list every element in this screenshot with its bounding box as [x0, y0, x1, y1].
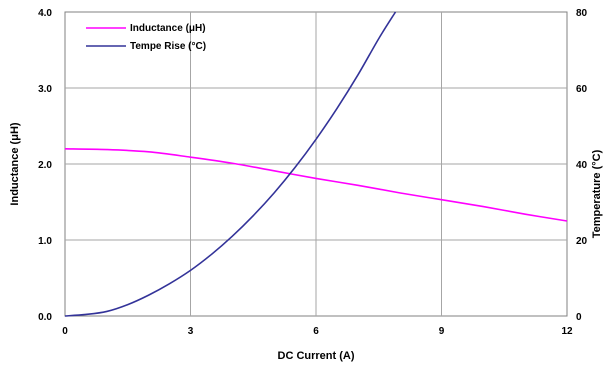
ticks: 0 3 6 9 12 0.0 1.0 2.0 3.0 4.0 0 20 40 60 80	[38, 8, 587, 337]
y-left-tick-label: 0.0	[38, 312, 52, 323]
series-line-inductance	[64, 148, 568, 222]
grid	[65, 12, 567, 316]
y-right-tick-label: 0	[576, 312, 582, 323]
x-tick-label: 0	[62, 326, 68, 337]
legend: Inductance (μH) Tempe Rise (°C)	[86, 23, 206, 52]
x-tick-label: 6	[313, 326, 319, 337]
y-right-tick-label: 20	[576, 236, 588, 247]
series-layer	[64, 11, 568, 317]
x-axis-title: DC Current (A)	[278, 350, 355, 362]
legend-label-temp: Tempe Rise (°C)	[130, 41, 206, 52]
x-tick-label: 12	[561, 326, 573, 337]
y-right-tick-label: 60	[576, 84, 588, 95]
y-left-tick-label: 3.0	[38, 84, 52, 95]
series-line-temperature	[64, 11, 397, 317]
y-axis-right-title: Temperature (°C)	[591, 149, 603, 238]
y-right-tick-label: 80	[576, 8, 588, 19]
legend-label-inductance: Inductance (μH)	[130, 23, 206, 34]
y-right-tick-label: 40	[576, 160, 588, 171]
x-tick-label: 9	[439, 326, 445, 337]
y-axis-left-title: Inductance (μH)	[9, 122, 21, 205]
y-left-tick-label: 1.0	[38, 236, 52, 247]
y-left-tick-label: 2.0	[38, 160, 52, 171]
y-left-tick-label: 4.0	[38, 8, 52, 19]
x-tick-label: 3	[188, 326, 194, 337]
